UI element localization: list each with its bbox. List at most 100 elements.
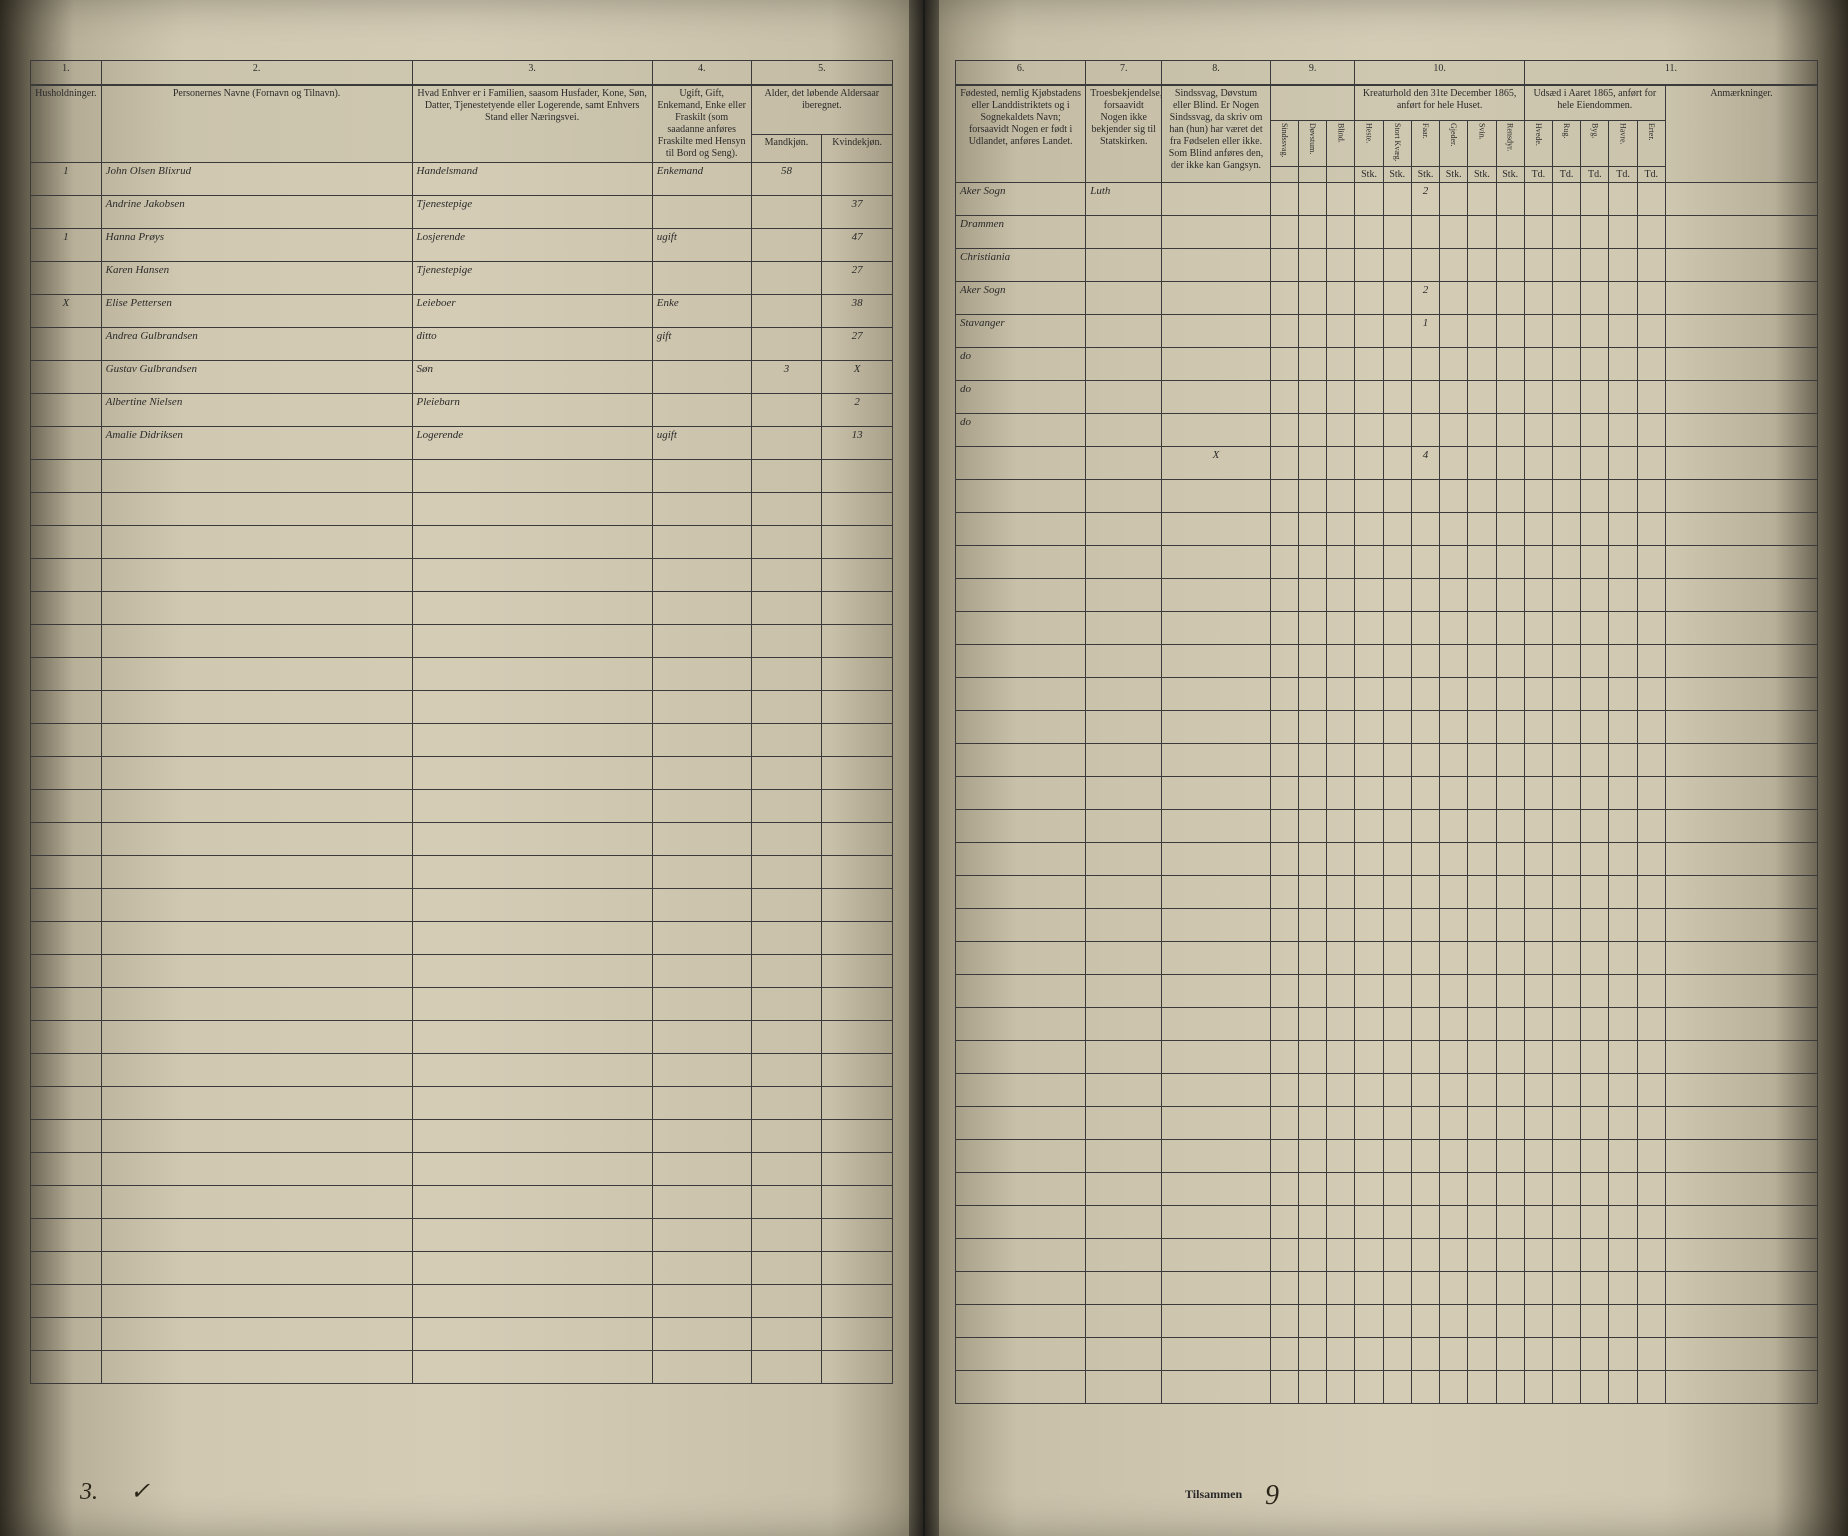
- cell-age-m: [751, 228, 822, 261]
- table-row: XElise PettersenLeieboerEnke38: [31, 294, 893, 327]
- table-row-blank: [31, 690, 893, 723]
- cell-remarks: [1665, 282, 1817, 315]
- u-stk: Stk.: [1440, 167, 1468, 183]
- table-row-blank: [956, 876, 1818, 909]
- cell-age-m: [751, 294, 822, 327]
- cell-livestock: [1468, 183, 1496, 216]
- table-row-blank: [31, 921, 893, 954]
- cell-livestock: [1440, 282, 1468, 315]
- cell-birthplace: Stavanger: [956, 315, 1086, 348]
- cell-livestock: [1440, 216, 1468, 249]
- cell-occupation: Tjenestepige: [412, 261, 652, 294]
- cell-household: [31, 327, 102, 360]
- u-stk: Stk.: [1496, 167, 1524, 183]
- table-row-blank: [956, 711, 1818, 744]
- cell-disability: [1162, 315, 1271, 348]
- table-row-blank: [31, 987, 893, 1020]
- cell-occupation: Logerende: [412, 426, 652, 459]
- table-row-blank: [31, 1053, 893, 1086]
- cell-occupation: Pleiebarn: [412, 393, 652, 426]
- census-ledger-book: 1. 2. 3. 4. 5. Husholdninger. Personerne…: [0, 0, 1848, 1536]
- cell-age-f: 38: [822, 294, 893, 327]
- table-row: do: [956, 381, 1818, 414]
- cell-religion: Luth: [1086, 183, 1162, 216]
- colnum-2: 2.: [101, 61, 412, 85]
- cell-livestock: [1496, 282, 1524, 315]
- cell-household: [31, 393, 102, 426]
- cell-livestock: [1468, 381, 1496, 414]
- header-row-right: Fødested, nemlig Kjøbstadens eller Landd…: [956, 85, 1818, 121]
- table-row-blank: [31, 822, 893, 855]
- table-row-blank: [31, 459, 893, 492]
- cell-remarks: [1665, 381, 1817, 414]
- cell-religion: [1086, 216, 1162, 249]
- cell-disability: [1162, 249, 1271, 282]
- table-row: 1Hanna PrøysLosjerendeugift47: [31, 228, 893, 261]
- cell-livestock: [1496, 183, 1524, 216]
- table-row-blank: [31, 1284, 893, 1317]
- cell-birthplace: do: [956, 348, 1086, 381]
- column-number-row: 1. 2. 3. 4. 5.: [31, 61, 893, 85]
- cell-livestock: [1411, 414, 1439, 447]
- table-row-blank: [956, 810, 1818, 843]
- colnum-10: 10.: [1355, 61, 1524, 85]
- table-row-blank: [31, 1152, 893, 1185]
- h-deafmute: Døvstum.: [1299, 120, 1327, 167]
- cell-livestock: [1355, 381, 1383, 414]
- cell-occupation: Søn: [412, 360, 652, 393]
- table-row: Christiania: [956, 249, 1818, 282]
- cell-disability: [1162, 183, 1271, 216]
- header-occupation: Hvad Enhver er i Familien, saasom Husfad…: [412, 85, 652, 163]
- h-goat: Gjeder.: [1440, 120, 1468, 167]
- column-number-row-right: 6. 7. 8. 9. 10. 11.: [956, 61, 1818, 85]
- cell-livestock: [1468, 447, 1496, 480]
- colnum-5: 5.: [751, 61, 892, 85]
- colnum-1: 1.: [31, 61, 102, 85]
- cell-disability: X: [1162, 447, 1271, 480]
- table-row-blank: [956, 480, 1818, 513]
- cell-livestock: [1383, 183, 1411, 216]
- table-row-blank: [956, 612, 1818, 645]
- colnum-8: 8.: [1162, 61, 1271, 85]
- cell-remarks: [1665, 315, 1817, 348]
- table-row: X4: [956, 447, 1818, 480]
- cell-livestock: [1468, 249, 1496, 282]
- cell-livestock: [1383, 315, 1411, 348]
- cell-livestock: [1440, 249, 1468, 282]
- table-row-blank: [956, 1338, 1818, 1371]
- u-td: Td.: [1637, 167, 1665, 183]
- cell-name: Andrea Gulbrandsen: [101, 327, 412, 360]
- header-livestock: Kreaturhold den 31te December 1865, anfø…: [1355, 85, 1524, 121]
- header-religion: Troesbekjendelse, forsaavidt Nogen ikke …: [1086, 85, 1162, 183]
- cell-livestock: [1468, 315, 1496, 348]
- cell-livestock: [1355, 216, 1383, 249]
- cell-age-m: 3: [751, 360, 822, 393]
- cell-livestock: [1468, 414, 1496, 447]
- table-row-blank: [31, 756, 893, 789]
- cell-livestock: [1355, 315, 1383, 348]
- header-households: Husholdninger.: [31, 85, 102, 163]
- cell-livestock: [1355, 447, 1383, 480]
- cell-religion: [1086, 414, 1162, 447]
- table-row-blank: [956, 777, 1818, 810]
- cell-household: X: [31, 294, 102, 327]
- cell-religion: [1086, 282, 1162, 315]
- cell-age-m: [751, 426, 822, 459]
- cell-remarks: [1665, 249, 1817, 282]
- cell-livestock: [1440, 381, 1468, 414]
- cell-livestock: [1355, 282, 1383, 315]
- cell-age-f: 37: [822, 195, 893, 228]
- cell-birthplace: Christiania: [956, 249, 1086, 282]
- cell-livestock: [1496, 414, 1524, 447]
- footer-total-label: Tilsammen: [1185, 1487, 1242, 1502]
- cell-occupation: Leieboer: [412, 294, 652, 327]
- cell-occupation: Losjerende: [412, 228, 652, 261]
- cell-occupation: Tjenestepige: [412, 195, 652, 228]
- cell-name: Gustav Gulbrandsen: [101, 360, 412, 393]
- table-row: Gustav GulbrandsenSøn3X: [31, 360, 893, 393]
- table-row: Albertine NielsenPleiebarn 2: [31, 393, 893, 426]
- colnum-3: 3.: [412, 61, 652, 85]
- cell-name: Elise Pettersen: [101, 294, 412, 327]
- cell-name: Albertine Nielsen: [101, 393, 412, 426]
- cell-age-f: 2: [822, 393, 893, 426]
